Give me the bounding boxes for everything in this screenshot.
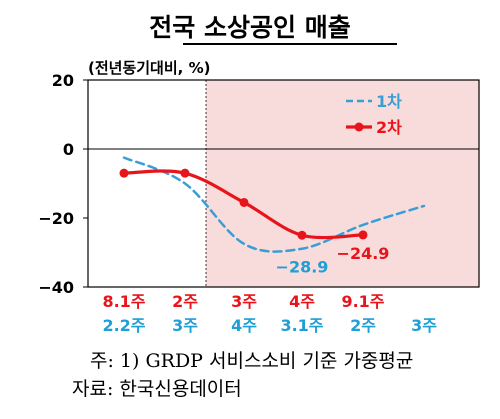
plot-frame: [87, 79, 480, 288]
series-2-point: [119, 168, 129, 178]
y-tick-label: −40: [38, 278, 74, 297]
x-label-row1: 4주: [289, 292, 315, 311]
y-tick-label: 0: [63, 140, 74, 159]
x-label-row1: 3주: [231, 292, 257, 311]
series-2-point: [180, 168, 190, 178]
shaded-region: [206, 80, 479, 287]
x-label-row2: 2주: [350, 316, 376, 335]
y-tick-label: −20: [38, 209, 74, 228]
unit-label: (전년동기대비, %): [88, 59, 211, 77]
chart-title: 전국 소상공인 매출: [149, 13, 351, 42]
legend-label-2: 2차: [376, 118, 402, 137]
legend-label-1: 1차: [376, 92, 402, 111]
x-label-row1: 2주: [172, 292, 198, 311]
x-label-row2: 2.2주: [102, 316, 145, 335]
x-label-row1: 8.1주: [102, 292, 145, 311]
legend-marker-2: [354, 122, 364, 132]
x-label-row1: 9.1주: [341, 292, 384, 311]
series-2-value-label: −24.9: [337, 244, 390, 263]
x-label-row2: 4주: [231, 316, 257, 335]
series-2-point: [239, 197, 249, 207]
series-line-1: [122, 156, 426, 253]
y-tick-label: 20: [52, 71, 74, 90]
title-underline: [183, 43, 397, 45]
footnote-source: 자료: 한국신용데이터: [72, 378, 242, 400]
x-label-row2: 3주: [172, 316, 198, 335]
x-label-row2: 3.1주: [280, 316, 323, 335]
x-label-row2: 3주: [411, 316, 437, 335]
series-2-point: [297, 230, 307, 240]
series-1-value-label: −28.9: [276, 258, 329, 277]
series-2-point: [358, 230, 368, 240]
footnote-note: 주: 1) GRDP 서비스소비 기준 가중평균: [90, 350, 414, 372]
